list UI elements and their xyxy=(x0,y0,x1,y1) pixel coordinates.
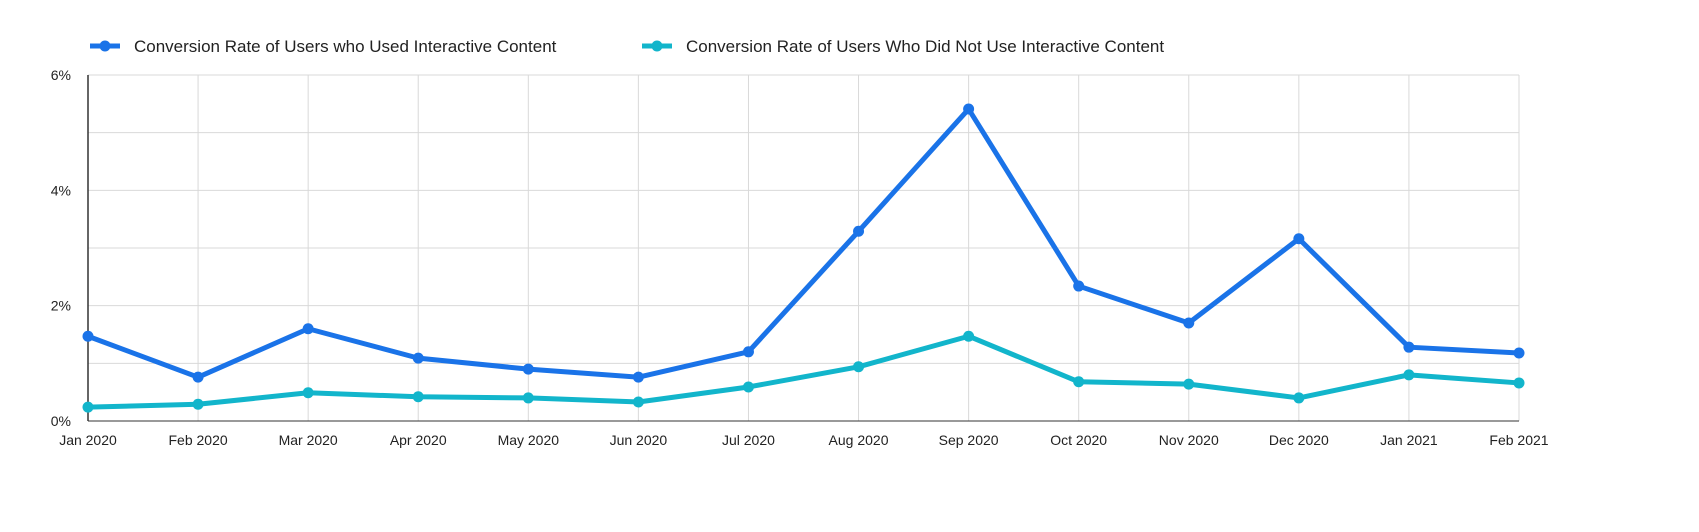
legend-marker xyxy=(651,40,663,52)
legend-marker xyxy=(99,40,111,52)
x-tick-label: Apr 2020 xyxy=(390,432,447,448)
data-point xyxy=(632,396,644,408)
data-point xyxy=(742,381,754,393)
y-tick-label: 4% xyxy=(51,182,71,198)
data-point xyxy=(1513,347,1525,359)
data-point xyxy=(82,330,94,342)
x-tick-label: Oct 2020 xyxy=(1050,432,1107,448)
y-tick-label: 6% xyxy=(51,67,71,83)
series-line xyxy=(87,333,1520,410)
data-point xyxy=(1073,376,1085,388)
data-point xyxy=(522,392,534,404)
x-tick-label: Jun 2020 xyxy=(610,432,668,448)
data-point xyxy=(302,387,314,399)
data-point xyxy=(522,363,534,375)
data-point xyxy=(963,103,975,115)
data-point xyxy=(412,352,424,364)
data-point xyxy=(1293,392,1305,404)
data-point xyxy=(853,361,865,373)
data-point xyxy=(192,398,204,410)
series-2 xyxy=(82,330,1525,413)
data-point xyxy=(963,330,975,342)
data-point xyxy=(1183,317,1195,329)
legend-label: Conversion Rate of Users who Used Intera… xyxy=(134,37,557,56)
data-point xyxy=(1293,233,1305,245)
x-tick-label: Feb 2020 xyxy=(168,432,227,448)
data-point xyxy=(1073,280,1085,292)
x-tick-label: Jan 2021 xyxy=(1380,432,1438,448)
x-tick-label: Mar 2020 xyxy=(279,432,338,448)
data-point xyxy=(1183,378,1195,390)
data-point xyxy=(1403,341,1415,353)
y-tick-label: 2% xyxy=(51,298,71,314)
series-1 xyxy=(82,103,1525,383)
data-point xyxy=(632,371,644,383)
data-point xyxy=(853,225,865,237)
legend-item: Conversion Rate of Users Who Did Not Use… xyxy=(642,37,1164,56)
x-tick-label: Aug 2020 xyxy=(829,432,889,448)
x-tick-label: Jan 2020 xyxy=(59,432,117,448)
data-point xyxy=(192,371,204,383)
x-tick-label: Nov 2020 xyxy=(1159,432,1219,448)
data-point xyxy=(412,391,424,403)
legend-label: Conversion Rate of Users Who Did Not Use… xyxy=(686,37,1164,56)
x-tick-label: Jul 2020 xyxy=(722,432,775,448)
legend-item: Conversion Rate of Users who Used Intera… xyxy=(90,37,557,56)
data-point xyxy=(1403,369,1415,381)
data-point xyxy=(1513,377,1525,389)
data-point xyxy=(82,401,94,413)
x-tick-label: Dec 2020 xyxy=(1269,432,1329,448)
data-point xyxy=(302,323,314,335)
x-tick-label: May 2020 xyxy=(498,432,560,448)
series-line xyxy=(87,106,1520,380)
x-tick-label: Feb 2021 xyxy=(1489,432,1548,448)
x-tick-label: Sep 2020 xyxy=(939,432,999,448)
data-point xyxy=(742,346,754,358)
y-tick-label: 0% xyxy=(51,413,71,429)
